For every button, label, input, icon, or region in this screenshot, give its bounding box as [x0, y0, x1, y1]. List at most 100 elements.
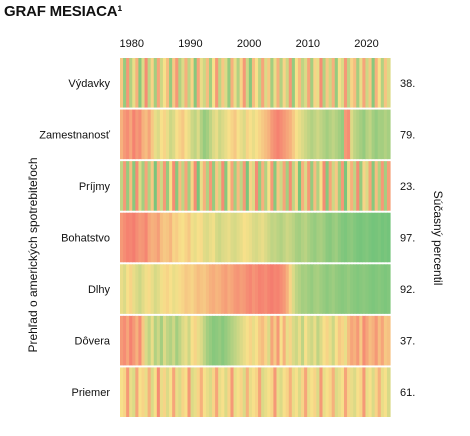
heatmap-cell: [331, 58, 336, 108]
heatmap-cell: [368, 109, 373, 160]
heatmap-cell: [172, 161, 176, 211]
heatmap-cell: [156, 315, 161, 366]
heatmap-cell: [350, 58, 354, 108]
heatmap-cell: [316, 367, 321, 417]
heatmap-cell: [205, 109, 210, 160]
heatmap-cell: [248, 212, 253, 263]
heatmap-cell: [202, 212, 207, 263]
heatmap-cell: [230, 212, 235, 263]
heatmap-cell: [343, 109, 348, 160]
heatmap-cell: [218, 367, 222, 417]
heatmap-cell: [347, 264, 351, 314]
heatmap-cell: [325, 315, 330, 366]
heatmap-cell: [215, 315, 219, 366]
heatmap-cell: [120, 58, 124, 108]
heatmap-cell: [181, 161, 186, 211]
heatmap-cell: [129, 58, 133, 108]
heatmap-cell: [248, 367, 253, 417]
heatmap-cell: [255, 58, 259, 108]
heatmap-cell: [337, 58, 342, 108]
heatmap-cell: [264, 161, 268, 211]
heatmap-cell: [153, 367, 158, 417]
heatmap-cell: [294, 58, 299, 108]
heatmap-cell: [239, 161, 244, 211]
heatmap-cell: [374, 212, 379, 263]
current-percentile-label: 37.: [400, 336, 415, 348]
heatmap-cell: [166, 264, 170, 314]
heatmap-cell: [347, 315, 351, 366]
heatmap-cell: [310, 109, 314, 160]
heatmap-cell: [340, 58, 345, 108]
heatmap-cell: [208, 367, 213, 417]
heatmap-cell: [285, 264, 290, 314]
heatmap-cell: [236, 315, 241, 366]
heatmap-cell: [304, 161, 308, 211]
heatmap-cell: [374, 58, 379, 108]
heatmap-cell: [301, 315, 305, 366]
heatmap-cell: [156, 264, 161, 314]
heatmap-cell: [267, 315, 271, 366]
heatmap-cell: [340, 109, 345, 160]
heatmap-cell: [365, 109, 370, 160]
heatmap-cell: [181, 109, 186, 160]
heatmap-cell: [297, 367, 302, 417]
heatmap-cell: [301, 109, 305, 160]
heatmap-cell: [184, 315, 189, 366]
heatmap-cell: [258, 109, 262, 160]
heatmap-cell: [291, 58, 296, 108]
heatmap-cell: [199, 264, 204, 314]
heatmap-cell: [270, 109, 275, 160]
heatmap-cell: [319, 367, 324, 417]
heatmap-cell: [347, 161, 351, 211]
heatmap-cell: [307, 161, 311, 211]
heatmap-cell: [377, 315, 382, 366]
heatmap-cell: [172, 212, 176, 263]
heatmap-cell: [307, 58, 311, 108]
heatmap-cell: [340, 161, 345, 211]
heatmap-cell: [187, 264, 192, 314]
heatmap-cell: [172, 315, 176, 366]
heatmap-cell: [307, 212, 311, 263]
heatmap-cell: [159, 315, 164, 366]
heatmap-cell: [129, 315, 133, 366]
heatmap-cell: [224, 264, 228, 314]
heatmap-cell: [184, 212, 189, 263]
heatmap-cell: [331, 264, 336, 314]
row-label: Príjmy: [79, 181, 111, 193]
heatmap-cell: [319, 58, 324, 108]
heatmap-cell: [258, 367, 262, 417]
heatmap-cell: [135, 58, 140, 108]
heatmap-cell: [215, 367, 219, 417]
heatmap-cell: [350, 367, 354, 417]
heatmap-cell: [230, 58, 235, 108]
heatmap-cell: [362, 109, 367, 160]
heatmap-cell: [150, 58, 155, 108]
heatmap-cell: [313, 367, 317, 417]
heatmap-cell: [212, 161, 216, 211]
heatmap-cell: [178, 264, 182, 314]
heatmap-cell: [251, 109, 256, 160]
heatmap-cell: [255, 367, 259, 417]
heatmap-cell: [291, 161, 296, 211]
heatmap-cell: [150, 367, 155, 417]
heatmap-cell: [313, 264, 317, 314]
heatmap-cell: [362, 264, 367, 314]
heatmap-cell: [166, 161, 170, 211]
heatmap-cell: [374, 264, 379, 314]
row-label: Dlhy: [88, 284, 111, 296]
x-tick-label: 2000: [237, 38, 261, 50]
heatmap-cell: [159, 367, 164, 417]
heatmap-cell: [224, 212, 228, 263]
heatmap-cell: [267, 264, 271, 314]
heatmap-cell: [196, 212, 201, 263]
heatmap-cell: [205, 315, 210, 366]
heatmap-cell: [190, 109, 195, 160]
heatmap-cell: [359, 367, 363, 417]
heatmap-cell: [371, 109, 376, 160]
heatmap-cell: [212, 212, 216, 263]
heatmap-cell: [304, 58, 308, 108]
heatmap-cell: [126, 212, 130, 263]
heatmap-cell: [380, 212, 385, 263]
heatmap-cell: [270, 367, 275, 417]
heatmap-cell: [273, 58, 278, 108]
